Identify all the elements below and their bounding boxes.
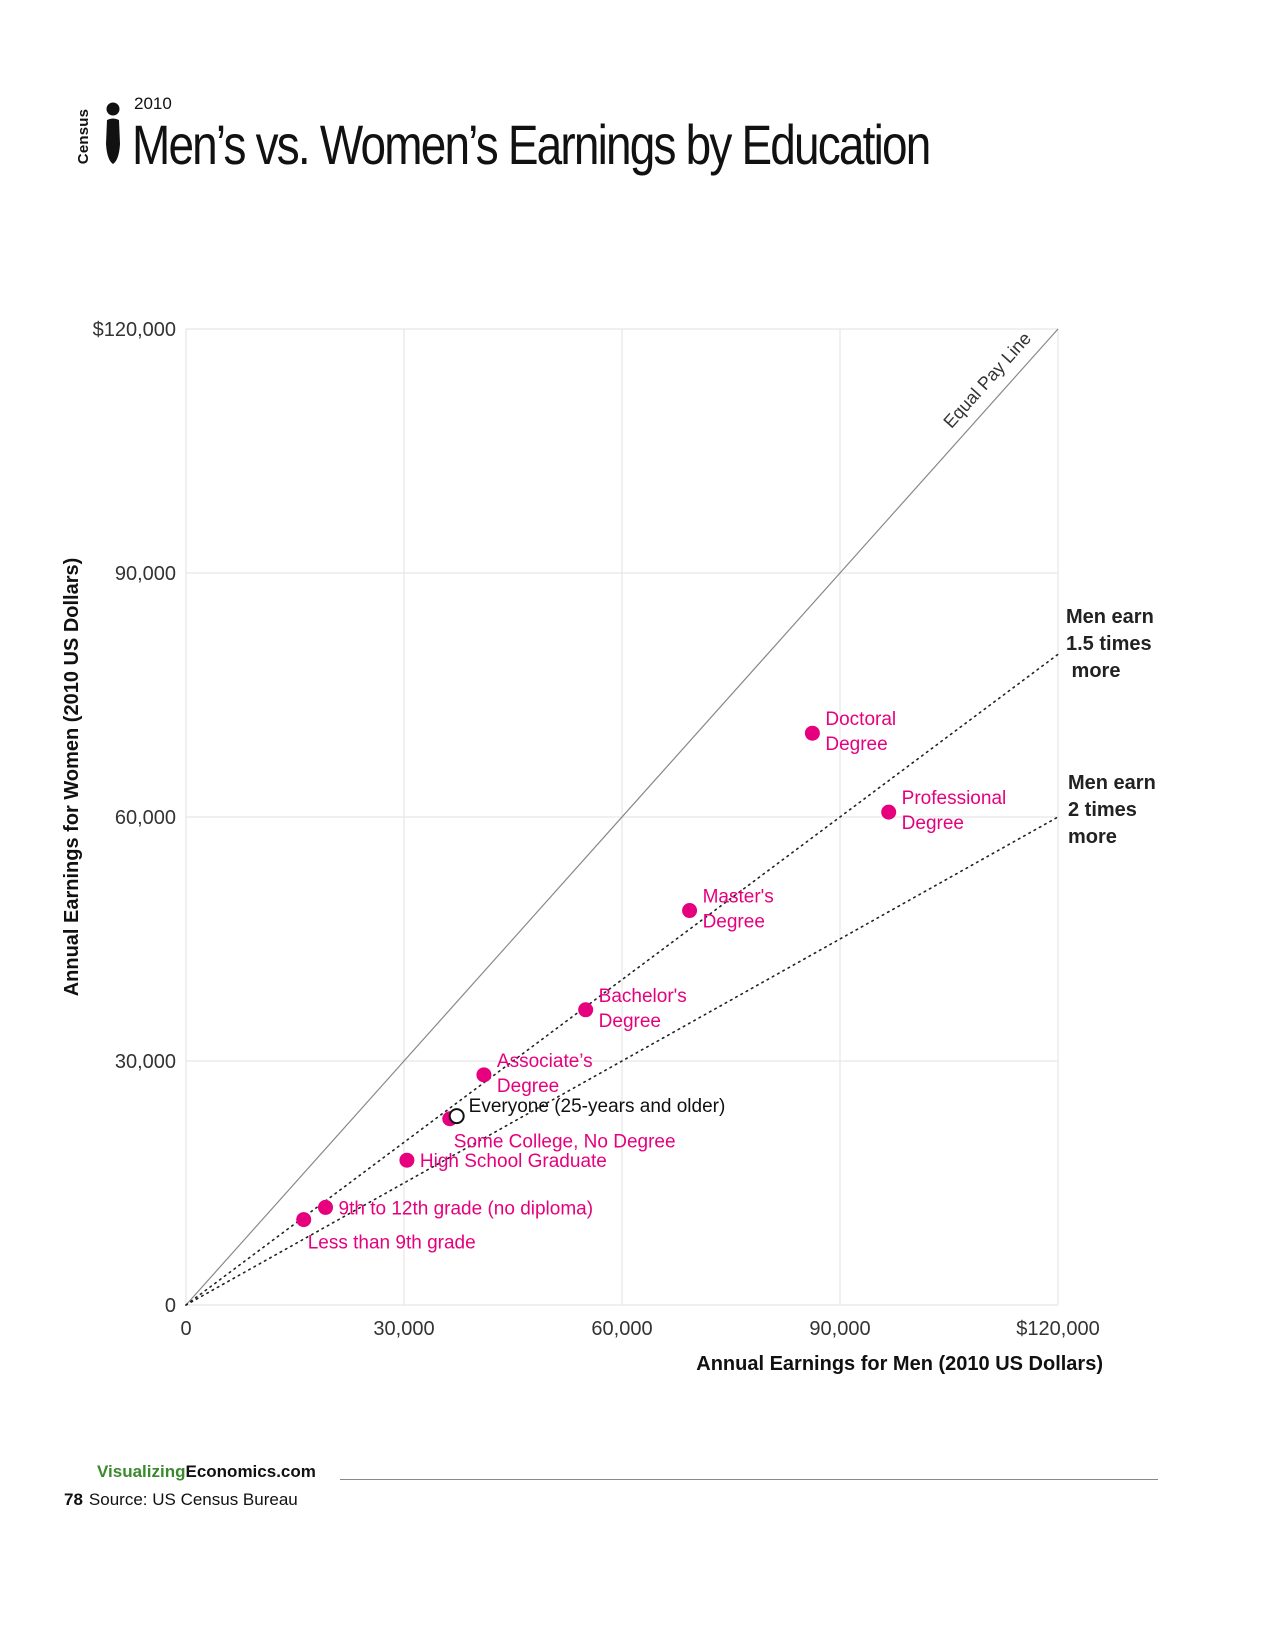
point-marker [682, 903, 698, 919]
point-label: Professional Degree [902, 788, 1007, 834]
ref-label-line: 1.5 times [1066, 633, 1152, 655]
point-label-line: Degree [497, 1076, 559, 1097]
point-marker [578, 1002, 594, 1018]
point-marker [318, 1199, 334, 1215]
point-marker [296, 1212, 312, 1228]
data-points: Less than 9th grade 9th to 12th grade (no… [296, 709, 1007, 1254]
page-title: Men’s vs. Women’s Earnings by Education [132, 113, 931, 176]
point-label: 9th to 12th grade (no diploma) [339, 1198, 594, 1219]
point-marker-everyone [448, 1108, 465, 1125]
point-label-line: Degree [902, 813, 964, 834]
point-marker [881, 804, 897, 820]
x-tick-label: 30,000 [373, 1318, 434, 1340]
footer-source-line: 78 Source: US Census Bureau [64, 1490, 298, 1510]
ratio-1-5-label: Men earn 1.5 times more [1066, 606, 1154, 682]
point-label: Master's Degree [703, 887, 774, 933]
point-label-line: High School Graduate [420, 1151, 607, 1172]
x-tick-label: 0 [180, 1318, 191, 1340]
point-label-line: 9th to 12th grade (no diploma) [339, 1198, 594, 1219]
point-label: Bachelor's Degree [599, 986, 687, 1032]
x-tick-label: $120,000 [1016, 1318, 1099, 1340]
point-label-line: Master's [703, 887, 774, 908]
x-tick-label: 90,000 [809, 1318, 870, 1340]
point-marker [804, 725, 820, 741]
ratio-2-label: Men earn 2 times more [1068, 772, 1156, 848]
y-tick-label: 90,000 [115, 563, 176, 585]
point-label-line: Degree [599, 1011, 661, 1032]
ref-label-line: 2 times [1068, 799, 1137, 821]
brand-dark: Economics.com [185, 1462, 316, 1481]
equal-pay-line-label: Equal Pay Line [939, 328, 1035, 432]
ref-label-line: more [1066, 660, 1120, 682]
point-marker [476, 1067, 492, 1083]
page-number: 78 [64, 1490, 83, 1509]
ref-label-line: Men earn [1066, 606, 1154, 628]
y-tick-label: $120,000 [93, 319, 176, 341]
point-label-line: Some College, No Degree [454, 1132, 676, 1153]
point-label-line: Less than 9th grade [308, 1233, 476, 1254]
ref-label-line: more [1068, 826, 1117, 848]
point-label-line: Professional [902, 788, 1007, 809]
point-label-line: Bachelor's [599, 986, 687, 1007]
point-label-line: Degree [825, 734, 887, 755]
axis-ticks: 0 30,000 60,000 90,000 $120,000 0 30,000 60,000… [93, 319, 1100, 1340]
point-label-line: Degree [703, 912, 765, 933]
footer-divider [340, 1479, 1158, 1480]
point-label-line: Doctoral [825, 709, 896, 730]
point-marker [399, 1152, 415, 1168]
point-label: Some College, No Degree [454, 1132, 676, 1153]
ratio-2-line [185, 816, 1059, 1306]
y-tick-label: 30,000 [115, 1051, 176, 1073]
point-label-line: Associate’s [497, 1051, 593, 1072]
x-tick-label: 60,000 [591, 1318, 652, 1340]
equal-pay-line [185, 328, 1059, 1306]
y-axis-title: Annual Earnings for Women (2010 US Dolla… [61, 558, 83, 997]
point-label-line: Everyone (25-years and older) [469, 1096, 726, 1117]
year-label: 2010 [134, 94, 172, 113]
point-label: Associate’s Degree [497, 1051, 593, 1097]
y-tick-label: 60,000 [115, 807, 176, 829]
point-label: Less than 9th grade [308, 1233, 476, 1254]
footer-brand: VisualizingEconomics.com [97, 1462, 316, 1482]
x-axis-title: Annual Earnings for Men (2010 US Dollars… [696, 1353, 1103, 1375]
person-icon [106, 102, 120, 164]
point-label: High School Graduate [420, 1151, 607, 1172]
ratio-1-5-line [185, 653, 1059, 1306]
point-label: Everyone (25-years and older) [469, 1096, 726, 1117]
brand-green: Visualizing [97, 1462, 186, 1481]
point-label: Doctoral Degree [825, 709, 896, 755]
y-tick-label: 0 [165, 1295, 176, 1317]
source-text: Source: US Census Bureau [88, 1490, 298, 1509]
ref-label-line: Men earn [1068, 772, 1156, 794]
census-logo: Census [75, 98, 124, 170]
